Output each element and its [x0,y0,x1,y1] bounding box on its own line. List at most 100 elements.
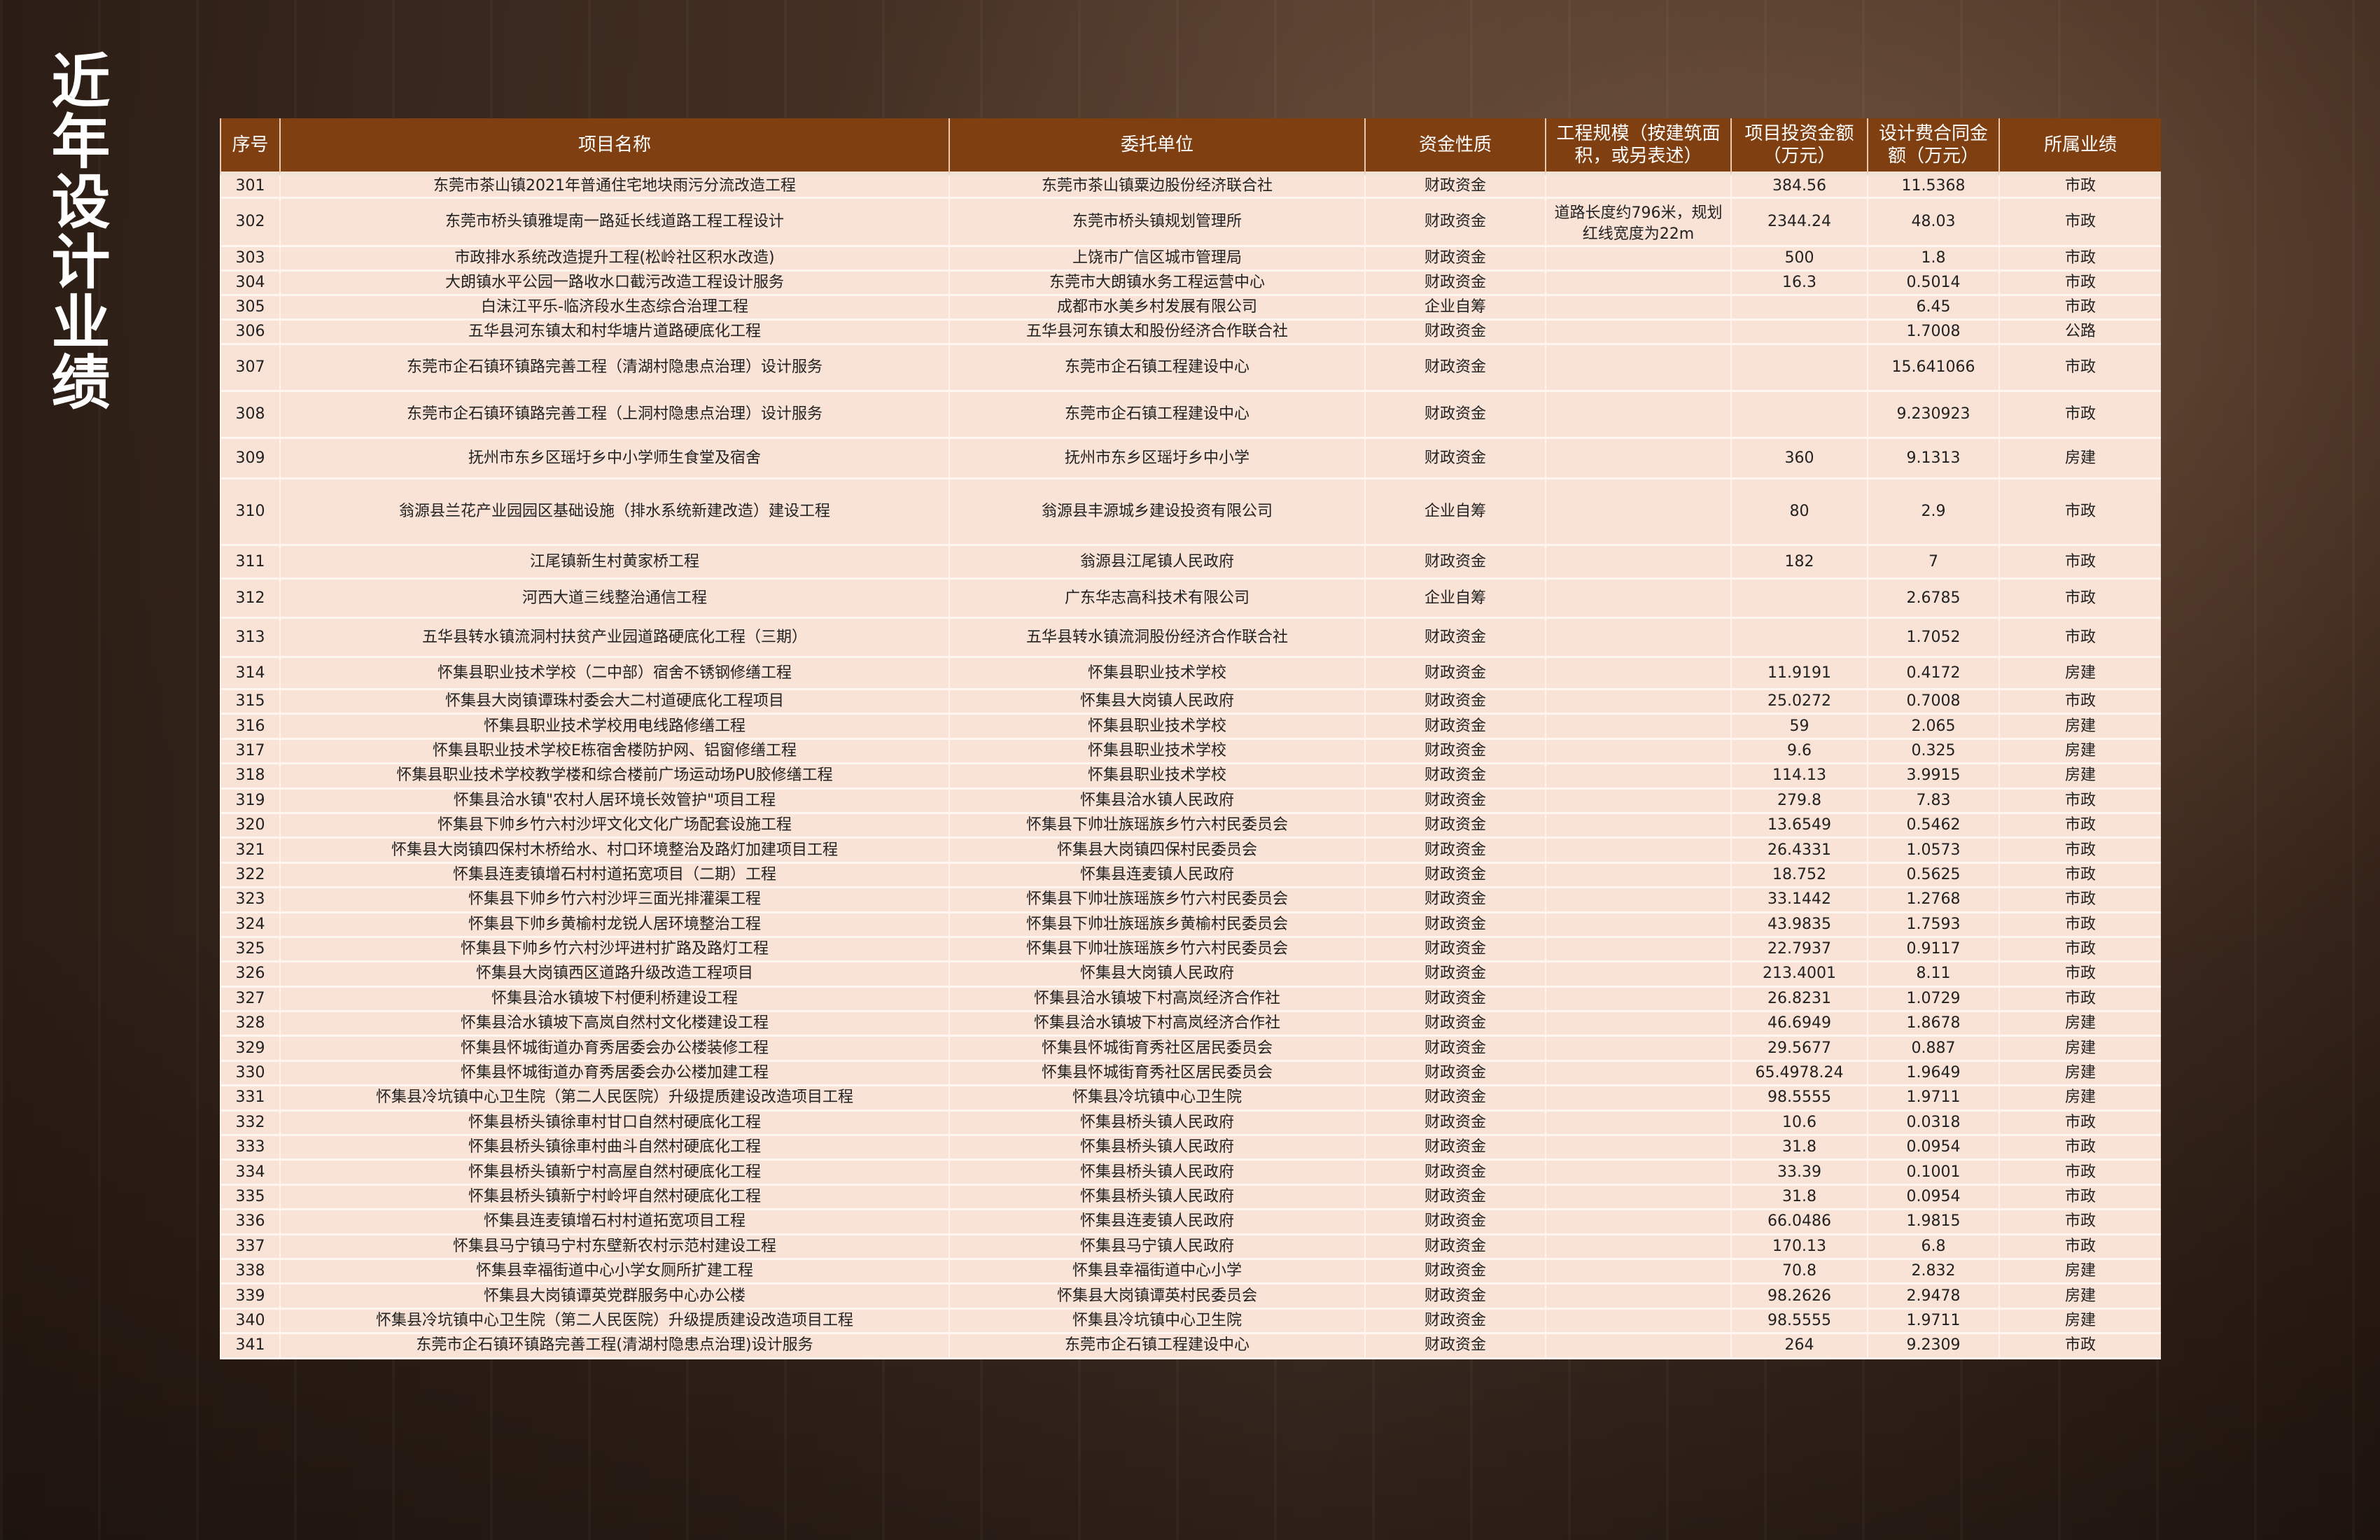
cell-design-fee: 11.5368 [1867,176,1998,199]
cell-index: 307 [220,345,279,392]
table-row: 324 怀集县下帅乡黄榆村龙锐人居环境整治工程 怀集县下帅壮族瑶族乡黄榆村民委员会财… [220,913,2161,938]
cell-scale [1545,1284,1730,1310]
cell-design-fee: 6.45 [1867,296,1998,321]
cell-design-fee: 15.641066 [1867,345,1998,392]
cell-fund-type: 财政资金 [1364,1235,1545,1260]
cell-design-fee: 0.4172 [1867,658,1998,690]
cell-design-fee: 1.8 [1867,247,1998,272]
cell-client: 怀集县职业技术学校 [948,764,1364,790]
cell-project-name: 东莞市桥头镇雅堤南一路延长线道路工程工程设计 [279,199,948,247]
cell-investment [1730,580,1867,619]
cell-category: 市政 [1998,1235,2161,1260]
cell-investment: 33.1442 [1730,888,1867,913]
cell-project-name: 江尾镇新生村黄家桥工程 [279,546,948,580]
cell-project-name: 白沫江平乐-临济段水生态综合治理工程 [279,296,948,321]
cell-client: 怀集县冷坑镇中心卫生院 [948,1309,1364,1335]
cell-design-fee: 1.9649 [1867,1061,1998,1087]
cell-scale [1545,1037,1730,1062]
cell-fund-type: 财政资金 [1364,546,1545,580]
cell-design-fee: 48.03 [1867,199,1998,247]
cell-client: 怀集县桥头镇人民政府 [948,1111,1364,1137]
cell-investment: 31.8 [1730,1136,1867,1161]
table-row: 332 怀集县桥头镇徐車村甘口自然村硬底化工程 怀集县桥头镇人民政府 财政资金 10.6… [220,1111,2161,1137]
cell-investment: 11.9191 [1730,658,1867,690]
cell-client: 怀集县职业技术学校 [948,715,1364,740]
table-row: 307 东莞市企石镇环镇路完善工程（清湖村隐患点治理）设计服务 东莞市企石镇工程建设… [220,345,2161,392]
cell-category: 市政 [1998,937,2161,963]
cell-scale [1545,619,1730,658]
cell-scale [1545,546,1730,580]
header-investment: 项目投资金额（万元） [1730,118,1867,176]
cell-fund-type: 财政资金 [1364,888,1545,913]
cell-category: 房建 [1998,439,2161,479]
cell-client: 怀集县职业技术学校 [948,739,1364,765]
cell-investment: 29.5677 [1730,1037,1867,1062]
cell-client: 东莞市桥头镇规划管理所 [948,199,1364,247]
cell-index: 305 [220,296,279,321]
cell-category: 市政 [1998,839,2161,864]
cell-fund-type: 企业自筹 [1364,296,1545,321]
cell-investment [1730,392,1867,439]
cell-client: 怀集县马宁镇人民政府 [948,1235,1364,1260]
cell-client: 东莞市茶山镇粟边股份经济联合社 [948,176,1364,199]
cell-scale [1545,863,1730,889]
cell-scale [1545,658,1730,690]
cell-category: 房建 [1998,1061,2161,1087]
cell-project-name: 怀集县大岗镇西区道路升级改造工程项目 [279,962,948,988]
table-row: 336 怀集县连麦镇增石村村道拓宽项目工程 怀集县连麦镇人民政府 财政资金 66.048… [220,1210,2161,1236]
cell-investment: 70.8 [1730,1259,1867,1285]
cell-project-name: 怀集县下帅乡竹六村沙坪三面光排灌渠工程 [279,888,948,913]
cell-scale [1545,1111,1730,1137]
cell-scale [1545,1334,1730,1359]
cell-fund-type: 财政资金 [1364,739,1545,765]
cell-client: 怀集县大岗镇谭英村民委员会 [948,1284,1364,1310]
cell-project-name: 怀集县连麦镇增石村村道拓宽项目（二期）工程 [279,863,948,889]
cell-design-fee: 2.9478 [1867,1284,1998,1310]
cell-index: 308 [220,392,279,439]
cell-design-fee: 1.9711 [1867,1086,1998,1112]
cell-index: 338 [220,1259,279,1285]
table-row: 317 怀集县职业技术学校E栋宿舍楼防护网、铝窗修缮工程 怀集县职业技术学校 财政资金… [220,739,2161,765]
cell-category: 市政 [1998,1334,2161,1359]
cell-design-fee: 2.832 [1867,1259,1998,1285]
cell-client: 翁源县江尾镇人民政府 [948,546,1364,580]
cell-index: 303 [220,247,279,272]
table-row: 315 怀集县大岗镇谭珠村委会大二村道硬底化工程项目 怀集县大岗镇人民政府 财政资金 2… [220,690,2161,715]
cell-investment: 18.752 [1730,863,1867,889]
cell-index: 332 [220,1111,279,1137]
cell-category: 房建 [1998,1259,2161,1285]
cell-project-name: 怀集县马宁镇马宁村东壁新农村示范村建设工程 [279,1235,948,1260]
cell-project-name: 东莞市企石镇环镇路完善工程(清湖村隐患点治理)设计服务 [279,1334,948,1359]
cell-fund-type: 企业自筹 [1364,580,1545,619]
cell-project-name: 大朗镇水平公园一路收水口截污改造工程设计服务 [279,272,948,296]
cell-project-name: 怀集县幸福街道中心小学女厕所扩建工程 [279,1259,948,1285]
cell-fund-type: 财政资金 [1364,1185,1545,1211]
cell-investment: 66.0486 [1730,1210,1867,1236]
cell-index: 314 [220,658,279,690]
cell-investment: 43.9835 [1730,913,1867,938]
cell-index: 323 [220,888,279,913]
cell-investment: 98.2626 [1730,1284,1867,1310]
cell-fund-type: 财政资金 [1364,439,1545,479]
cell-design-fee: 0.0954 [1867,1185,1998,1211]
cell-client: 怀集县下帅壮族瑶族乡竹六村民委员会 [948,888,1364,913]
cell-project-name: 抚州市东乡区瑶圩乡中小学师生食堂及宿舍 [279,439,948,479]
cell-index: 309 [220,439,279,479]
cell-fund-type: 财政资金 [1364,176,1545,199]
cell-design-fee: 9.230923 [1867,392,1998,439]
cell-design-fee: 6.8 [1867,1235,1998,1260]
cell-design-fee: 2.6785 [1867,580,1998,619]
cell-fund-type: 财政资金 [1364,1086,1545,1112]
cell-project-name: 怀集县洽水镇坡下高岚自然村文化楼建设工程 [279,1012,948,1037]
cell-client: 怀集县下帅壮族瑶族乡黄榆村民委员会 [948,913,1364,938]
cell-investment: 22.7937 [1730,937,1867,963]
cell-fund-type: 财政资金 [1364,1334,1545,1359]
table-row: 308 东莞市企石镇环镇路完善工程（上洞村隐患点治理）设计服务 东莞市企石镇工程建设… [220,392,2161,439]
table-row: 310 翁源县兰花产业园园区基础设施（排水系统新建改造）建设工程 翁源县丰源城乡建设… [220,479,2161,546]
cell-client: 怀集县冷坑镇中心卫生院 [948,1086,1364,1112]
cell-client: 怀集县下帅壮族瑶族乡竹六村民委员会 [948,937,1364,963]
cell-investment: 9.6 [1730,739,1867,765]
cell-project-name: 怀集县洽水镇"农村人居环境长效管护"项目工程 [279,789,948,814]
cell-category: 房建 [1998,764,2161,790]
cell-category: 房建 [1998,715,2161,740]
